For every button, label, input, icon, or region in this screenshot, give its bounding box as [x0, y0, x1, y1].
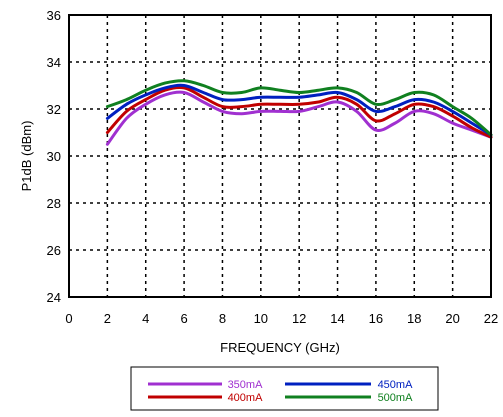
grid	[69, 15, 491, 297]
x-tick-label: 22	[484, 311, 498, 326]
x-tick-labels: 0 2 4 6 8 10 12 14 16 18 20 22	[65, 311, 498, 326]
x-tick-label: 18	[407, 311, 421, 326]
y-tick-label: 28	[47, 196, 61, 211]
x-tick-label: 10	[254, 311, 268, 326]
legend-label-500mA: 500mA	[378, 392, 414, 404]
y-tick-label: 30	[47, 149, 61, 164]
series-line-450mA	[105, 83, 493, 137]
plot-frame	[68, 14, 492, 298]
y-tick-label: 26	[47, 243, 61, 258]
x-tick-label: 2	[104, 311, 111, 326]
x-tick-label: 20	[445, 311, 459, 326]
x-tick-label: 4	[142, 311, 149, 326]
x-axis-label: FREQUENCY (GHz)	[220, 340, 340, 355]
y-tick-label: 24	[47, 290, 61, 305]
series-lines	[105, 79, 493, 146]
series-line-350mA	[105, 90, 493, 146]
y-tick-label: 32	[47, 102, 61, 117]
legend-label-350mA: 350mA	[228, 379, 264, 391]
legend-label-450mA: 450mA	[378, 379, 414, 391]
x-tick-label: 14	[330, 311, 344, 326]
x-tick-label: 8	[219, 311, 226, 326]
series-line-500mA	[105, 79, 493, 137]
y-tick-label: 36	[47, 8, 61, 23]
series-line-400mA	[105, 85, 493, 139]
x-tick-label: 0	[65, 311, 72, 326]
legend-label-400mA: 400mA	[228, 392, 264, 404]
y-tick-labels: 24 26 28 30 32 34 36	[47, 8, 61, 305]
legend-box	[130, 366, 439, 411]
x-tick-label: 6	[180, 311, 187, 326]
y-axis-label: P1dB (dBm)	[19, 121, 34, 192]
y-tick-label: 34	[47, 55, 61, 70]
x-tick-label: 16	[369, 311, 383, 326]
x-tick-label: 12	[292, 311, 306, 326]
